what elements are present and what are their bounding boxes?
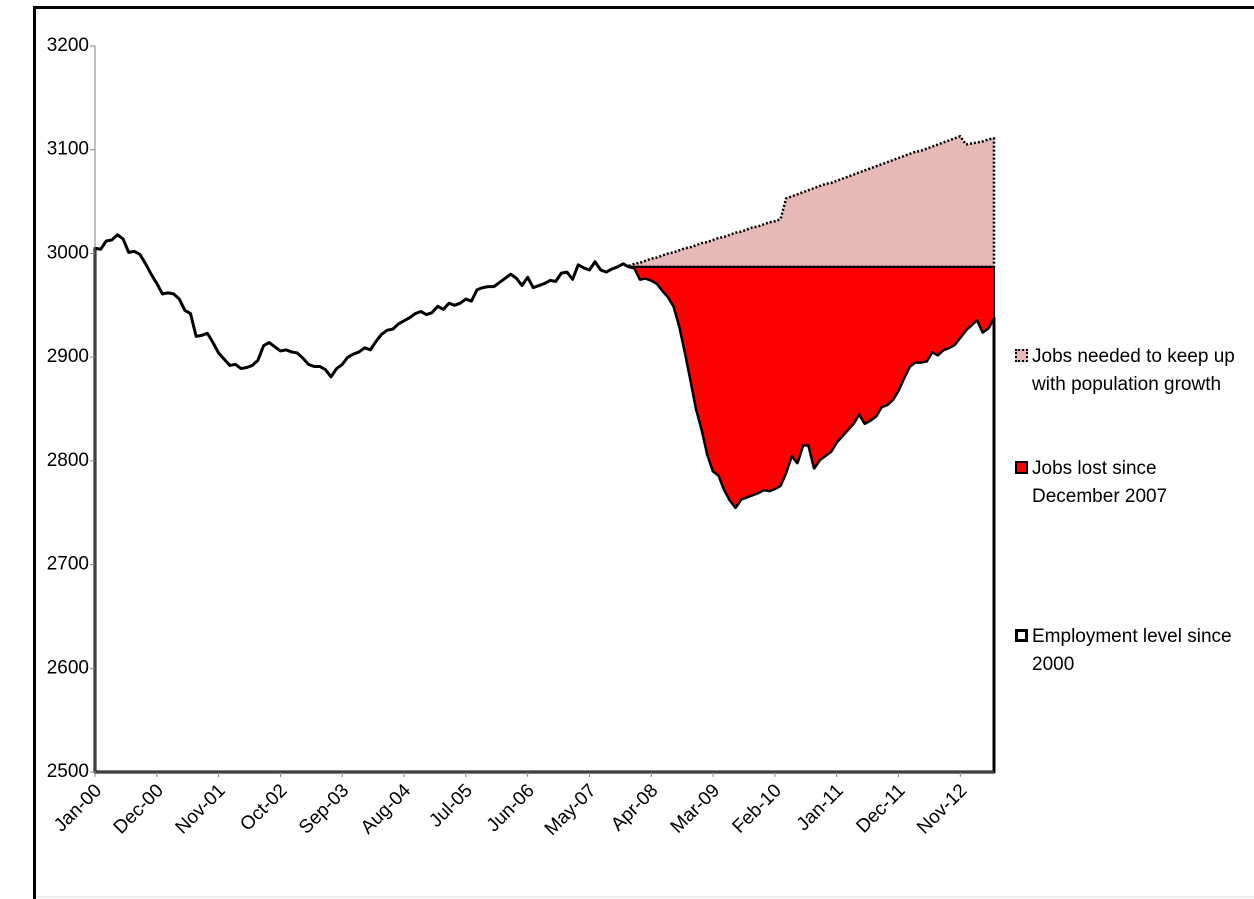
y-tick-label: 2500	[47, 761, 89, 782]
legend-item: Jobs needed to keep up with population g…	[1015, 343, 1237, 399]
x-tick-label: Jun-06	[483, 780, 539, 836]
legend-label: Employment level since 2000	[1032, 626, 1232, 675]
y-tick-label: 2800	[47, 450, 89, 471]
y-tick-label: 2700	[47, 554, 89, 575]
x-tick-label: Nov-01	[172, 780, 230, 838]
y-tick-label: 2600	[47, 657, 89, 678]
x-tick-label: Mar-09	[667, 780, 724, 837]
legend-swatch	[1015, 629, 1028, 642]
x-tick-label: Aug-04	[357, 780, 415, 838]
legend-label: Jobs needed to keep up with population g…	[1032, 346, 1235, 395]
x-tick-label: Nov-12	[913, 780, 971, 838]
x-tick-label: Oct-02	[236, 780, 291, 835]
x-tick-label: Dec-11	[852, 780, 909, 837]
x-tick-label: Feb-10	[729, 780, 786, 837]
legend-label: Jobs lost since December 2007	[1032, 458, 1168, 507]
frame-top	[33, 6, 1254, 9]
frame-left	[33, 6, 36, 899]
x-tick-label: Jan-11	[793, 780, 848, 835]
y-tick-label: 3200	[47, 35, 89, 56]
legend-swatch	[1015, 349, 1028, 362]
y-tick-label: 3100	[47, 139, 89, 160]
x-tick-label: Jul-05	[425, 780, 476, 831]
y-tick-label: 2900	[47, 346, 89, 367]
x-tick-label: Apr-08	[607, 780, 662, 835]
y-tick-label: 3000	[47, 242, 89, 263]
x-tick-label: Jan-00	[50, 780, 106, 836]
legend-item: Jobs lost since December 2007	[1015, 455, 1237, 511]
legend-swatch	[1015, 461, 1028, 474]
legend-item: Employment level since 2000	[1015, 623, 1237, 679]
x-tick-label: Sep-03	[295, 780, 353, 838]
area	[627, 134, 996, 269]
x-tick-label: May-07	[541, 780, 601, 840]
area	[627, 265, 995, 509]
x-tick-label: Dec-00	[110, 780, 168, 838]
